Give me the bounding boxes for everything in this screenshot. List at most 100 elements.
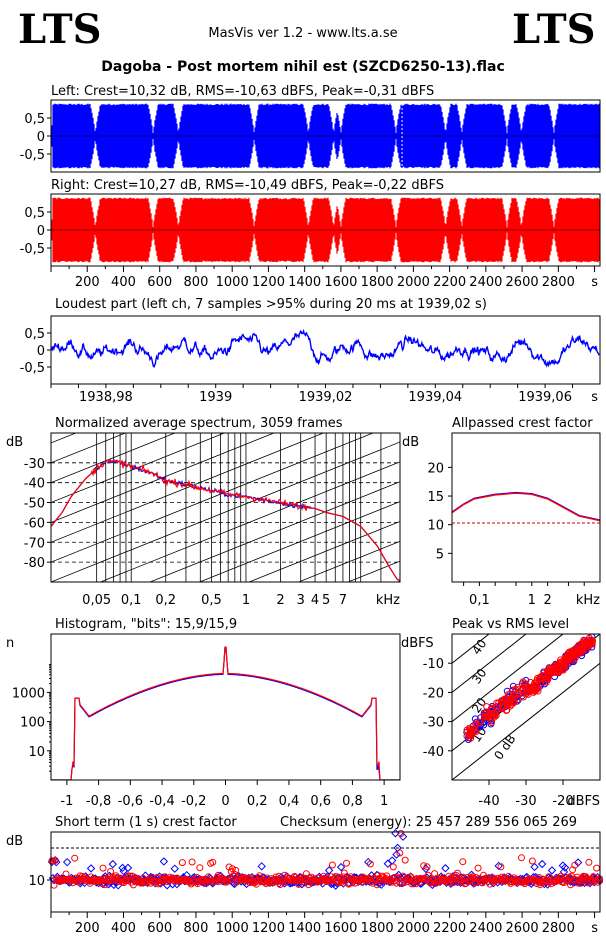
ytick-label-shortterm: 10 — [28, 874, 45, 889]
xtick-label-spectrum: 0,5 — [201, 593, 222, 608]
xtick-label-shortterm: 600 — [147, 921, 172, 936]
shortterm-left-point — [118, 863, 127, 873]
xtick-label-histogram: -0,2 — [181, 794, 206, 809]
xtick-label-shortterm: 2200 — [433, 921, 466, 936]
shortterm-left-point — [421, 864, 431, 874]
peakrms-right-point — [516, 685, 524, 693]
loudest-trace — [51, 328, 600, 368]
shortterm-right-point — [196, 864, 204, 872]
peakrms-right-point — [560, 665, 568, 673]
histogram-left-curve — [51, 646, 400, 780]
xtick-label-shortterm: 800 — [184, 921, 209, 936]
ytick-label-spectrum: -80 — [24, 556, 45, 571]
shortterm-left-point — [560, 863, 570, 872]
shortterm-right-point — [412, 880, 420, 888]
shortterm-right-point — [339, 873, 347, 881]
peakrms-right-point — [515, 690, 523, 698]
peakrms-right-point — [530, 687, 537, 695]
peakrms-right-point — [463, 732, 471, 740]
shortterm-left-point — [230, 879, 239, 889]
shortterm-right-point — [528, 857, 536, 865]
xtick-label-right: 1600 — [324, 275, 357, 290]
shortterm-right-point — [439, 876, 447, 884]
shortterm-right-point — [336, 874, 344, 882]
ytick-label-histogram: 100 — [20, 716, 45, 731]
shortterm-right-point — [187, 880, 195, 888]
loudest-plot — [51, 328, 600, 368]
ytick-label-histogram: 1000 — [12, 686, 45, 701]
peakrms-right-point — [476, 719, 484, 727]
peakrms-right-point — [544, 669, 551, 676]
histogram-plot — [51, 646, 400, 780]
shortterm-right-point — [474, 864, 482, 872]
shortterm-right-point — [531, 876, 539, 884]
ytick-label-peakrms: -20 — [423, 686, 444, 701]
shortterm-right-point — [261, 878, 269, 886]
shortterm-right-point — [585, 858, 593, 866]
shortterm-right-point — [268, 875, 275, 883]
ytick-label-spectrum: -60 — [24, 516, 45, 531]
xtick-label-shortterm: 2400 — [469, 921, 502, 936]
waveform-right — [51, 197, 600, 263]
spectrum-slope-line — [51, 433, 127, 464]
xtick-label-histogram: -0,8 — [86, 794, 111, 809]
shortterm-right-point — [62, 870, 70, 878]
ytick-label-spectrum: -40 — [24, 477, 45, 492]
xtick-label-right: 2800 — [542, 275, 575, 290]
spectrum-right-curve — [51, 458, 400, 581]
peakrms-right-point — [546, 667, 553, 674]
xtick-label-histogram: 0,2 — [247, 794, 268, 809]
xtick-label-shortterm: 2600 — [506, 921, 539, 936]
ytick-label-allpass: 20 — [427, 461, 444, 476]
xtick-label-right: 600 — [147, 275, 172, 290]
xtick-label-spectrum: 0,1 — [121, 593, 142, 608]
shortterm-right-point — [259, 878, 267, 886]
xtick-label-spectrum: 2 — [276, 593, 284, 608]
shortterm-left-point — [86, 864, 96, 873]
spectrum-slope-line — [51, 433, 275, 523]
shortterm-plot — [48, 829, 603, 890]
peakrms-right-point — [547, 668, 555, 676]
xtick-label-loudest: 1938,98 — [79, 390, 133, 405]
shortterm-right-point — [299, 878, 307, 886]
peakrms-right-point — [561, 663, 569, 671]
xtick-label-histogram: 1 — [380, 794, 388, 809]
xtick-label-right: 400 — [111, 275, 136, 290]
spectrum-plot — [51, 433, 400, 781]
shortterm-right-point — [595, 876, 603, 884]
shortterm-right-point — [389, 863, 397, 871]
xtick-label-shortterm: 2800 — [542, 921, 575, 936]
spectrum-slope-line — [51, 621, 400, 761]
peakrms-left-point — [473, 718, 481, 726]
peakrms-right-point — [533, 676, 541, 684]
shortterm-right-point — [247, 874, 255, 882]
peakrms-right-point — [566, 648, 574, 656]
shortterm-right-point — [476, 877, 484, 885]
spectrum-slope-line — [51, 641, 400, 781]
allpass-right-curve — [452, 492, 600, 522]
ytick-label-spectrum: -70 — [24, 536, 45, 551]
xunit-spectrum: kHz — [376, 593, 400, 608]
peakrms-right-point — [483, 703, 491, 711]
ytick-label-right: 0,5 — [24, 206, 45, 221]
shortterm-right-point — [322, 877, 330, 884]
xtick-label-spectrum: 4 — [311, 593, 319, 608]
shortterm-right-point — [210, 878, 218, 886]
ytick-label-peakrms: -10 — [423, 657, 444, 672]
xtick-label-right: 2400 — [469, 275, 502, 290]
shortterm-right-point — [478, 879, 486, 887]
shortterm-right-point — [518, 854, 525, 862]
shortterm-right-point — [420, 862, 428, 870]
spectrum-slope-line — [148, 481, 400, 582]
shortterm-right-point — [178, 859, 186, 867]
shortterm-left-point — [398, 832, 408, 841]
peakrms-right-point — [519, 693, 527, 701]
spectrum-slope-line — [51, 441, 400, 582]
ytick-label-allpass: 15 — [427, 490, 444, 505]
xtick-label-right: 2000 — [397, 275, 430, 290]
xtick-label-right: 800 — [184, 275, 209, 290]
shortterm-left-point — [123, 863, 133, 873]
shortterm-left-point — [62, 857, 72, 867]
shortterm-right-point — [593, 864, 601, 872]
